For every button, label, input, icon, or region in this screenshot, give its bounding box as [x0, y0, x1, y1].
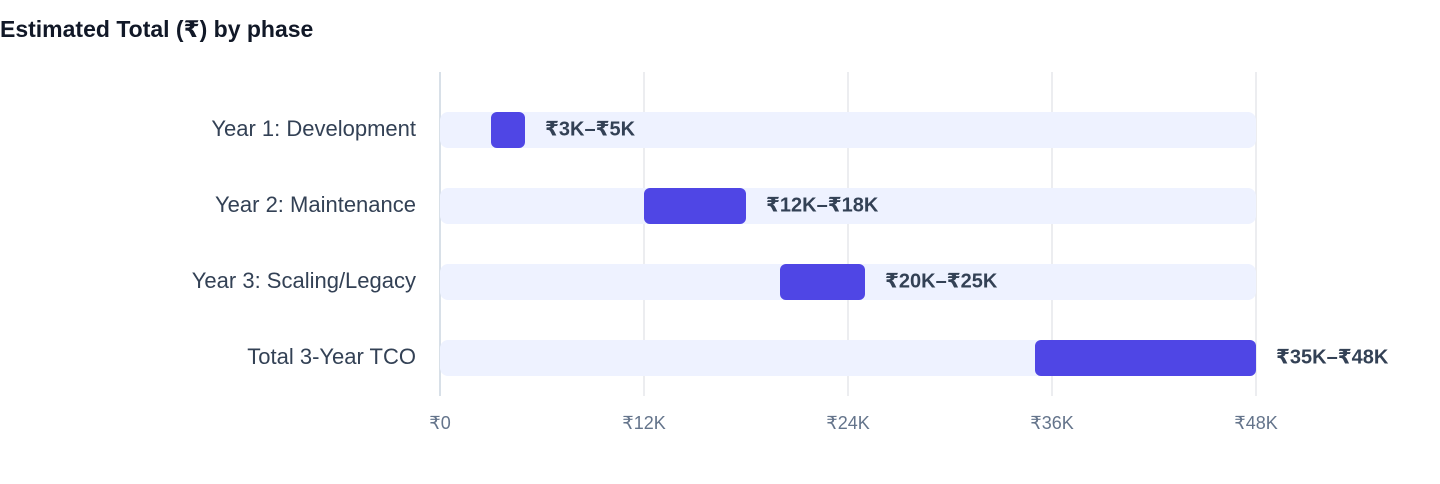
range-bar: [491, 112, 525, 148]
value-label: ₹35K–₹48K: [1276, 346, 1389, 368]
y-tick-label: Year 3: Scaling/Legacy: [192, 268, 416, 293]
x-tick-label: ₹0: [429, 413, 450, 433]
range-bar: [1035, 340, 1256, 376]
chart-title: Estimated Total (₹) by phase: [0, 16, 313, 42]
value-label: ₹3K–₹5K: [545, 118, 636, 140]
x-tick-label: ₹36K: [1030, 413, 1073, 433]
x-tick-label: ₹24K: [826, 413, 869, 433]
y-tick-label: Year 1: Development: [211, 116, 416, 141]
range-bar: [644, 188, 746, 224]
y-tick-label: Total 3-Year TCO: [247, 344, 416, 369]
value-label: ₹20K–₹25K: [885, 270, 998, 292]
track: [440, 112, 1256, 148]
x-tick-label: ₹48K: [1234, 413, 1277, 433]
range-bar: [780, 264, 865, 300]
y-tick-label: Year 2: Maintenance: [215, 192, 416, 217]
value-label: ₹12K–₹18K: [766, 194, 879, 216]
x-tick-label: ₹12K: [622, 413, 665, 433]
